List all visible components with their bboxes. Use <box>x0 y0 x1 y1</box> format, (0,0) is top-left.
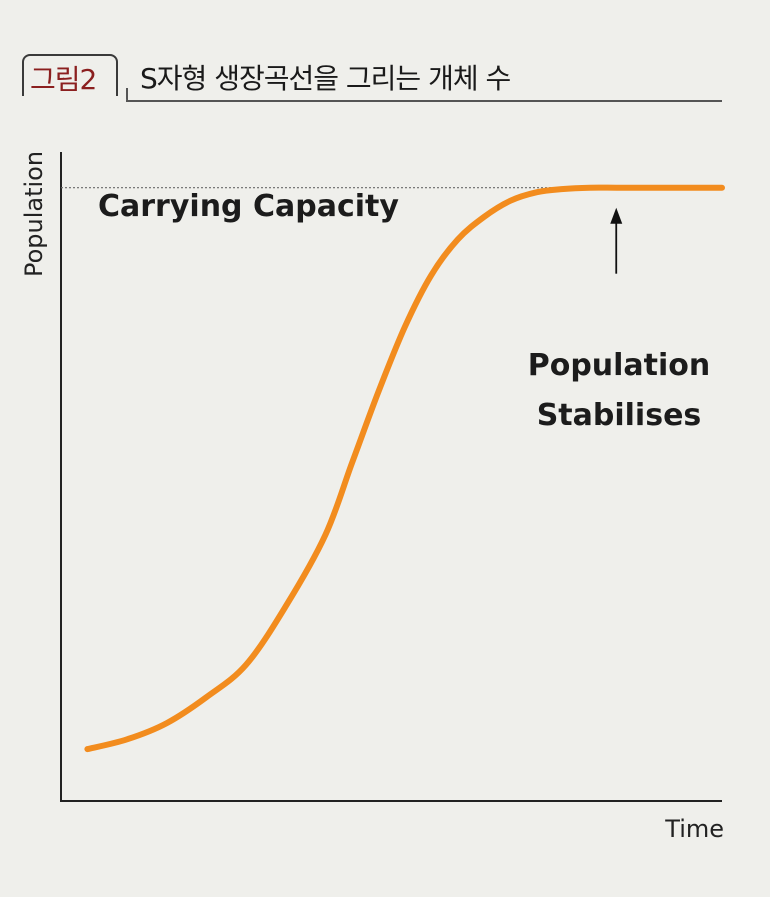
annotation-line-2: Stabilises <box>537 398 702 433</box>
figure-tag-frame <box>22 54 118 96</box>
population-curve <box>84 184 725 753</box>
title-rule <box>126 100 722 102</box>
figure-header: 그림2 S자형 생장곡선을 그리는 개체 수 <box>0 0 770 110</box>
figure-tag: 그림2 <box>22 54 118 96</box>
figure-title: S자형 생장곡선을 그리는 개체 수 <box>140 62 511 95</box>
title-rule-hook <box>126 88 128 101</box>
y-axis-label: Population <box>20 151 48 277</box>
carrying-capacity-label: Carrying Capacity <box>98 189 399 224</box>
annotation-line-1: Population <box>528 348 711 383</box>
figure-tag-label: 그림2 <box>30 63 97 96</box>
annotation-arrow-head <box>610 207 623 224</box>
x-axis-label: Time <box>664 815 724 843</box>
